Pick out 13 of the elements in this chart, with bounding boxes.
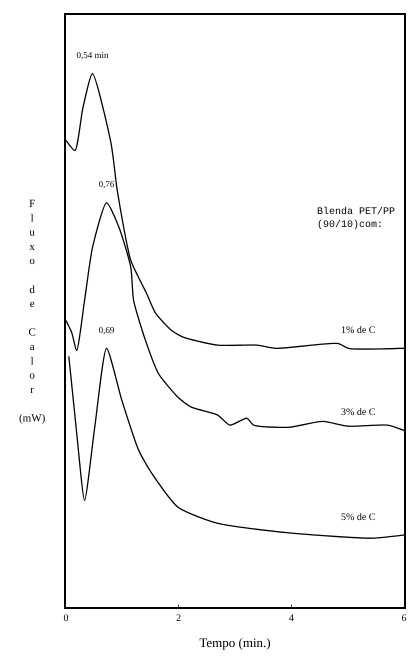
x-tick-label: 4 xyxy=(288,612,294,624)
annotation: 0,69 xyxy=(98,324,115,335)
text: Fluxo de Calor (mW) xyxy=(19,198,46,424)
x-tick-label: 6 xyxy=(402,612,406,624)
annotation: Blenda PET/PP (90/10)com: xyxy=(317,206,396,231)
x-axis-title: Tempo (min.) xyxy=(199,634,271,650)
annotation: 0,76 xyxy=(98,179,115,190)
series-label: 1% de C xyxy=(341,325,376,336)
x-tick-label: 2 xyxy=(176,612,182,624)
series-label: 5% de C xyxy=(341,512,376,523)
text: 0,54 min xyxy=(76,50,109,60)
series-label: 3% de C xyxy=(341,407,376,418)
x-tick-label: 0 xyxy=(64,612,68,624)
